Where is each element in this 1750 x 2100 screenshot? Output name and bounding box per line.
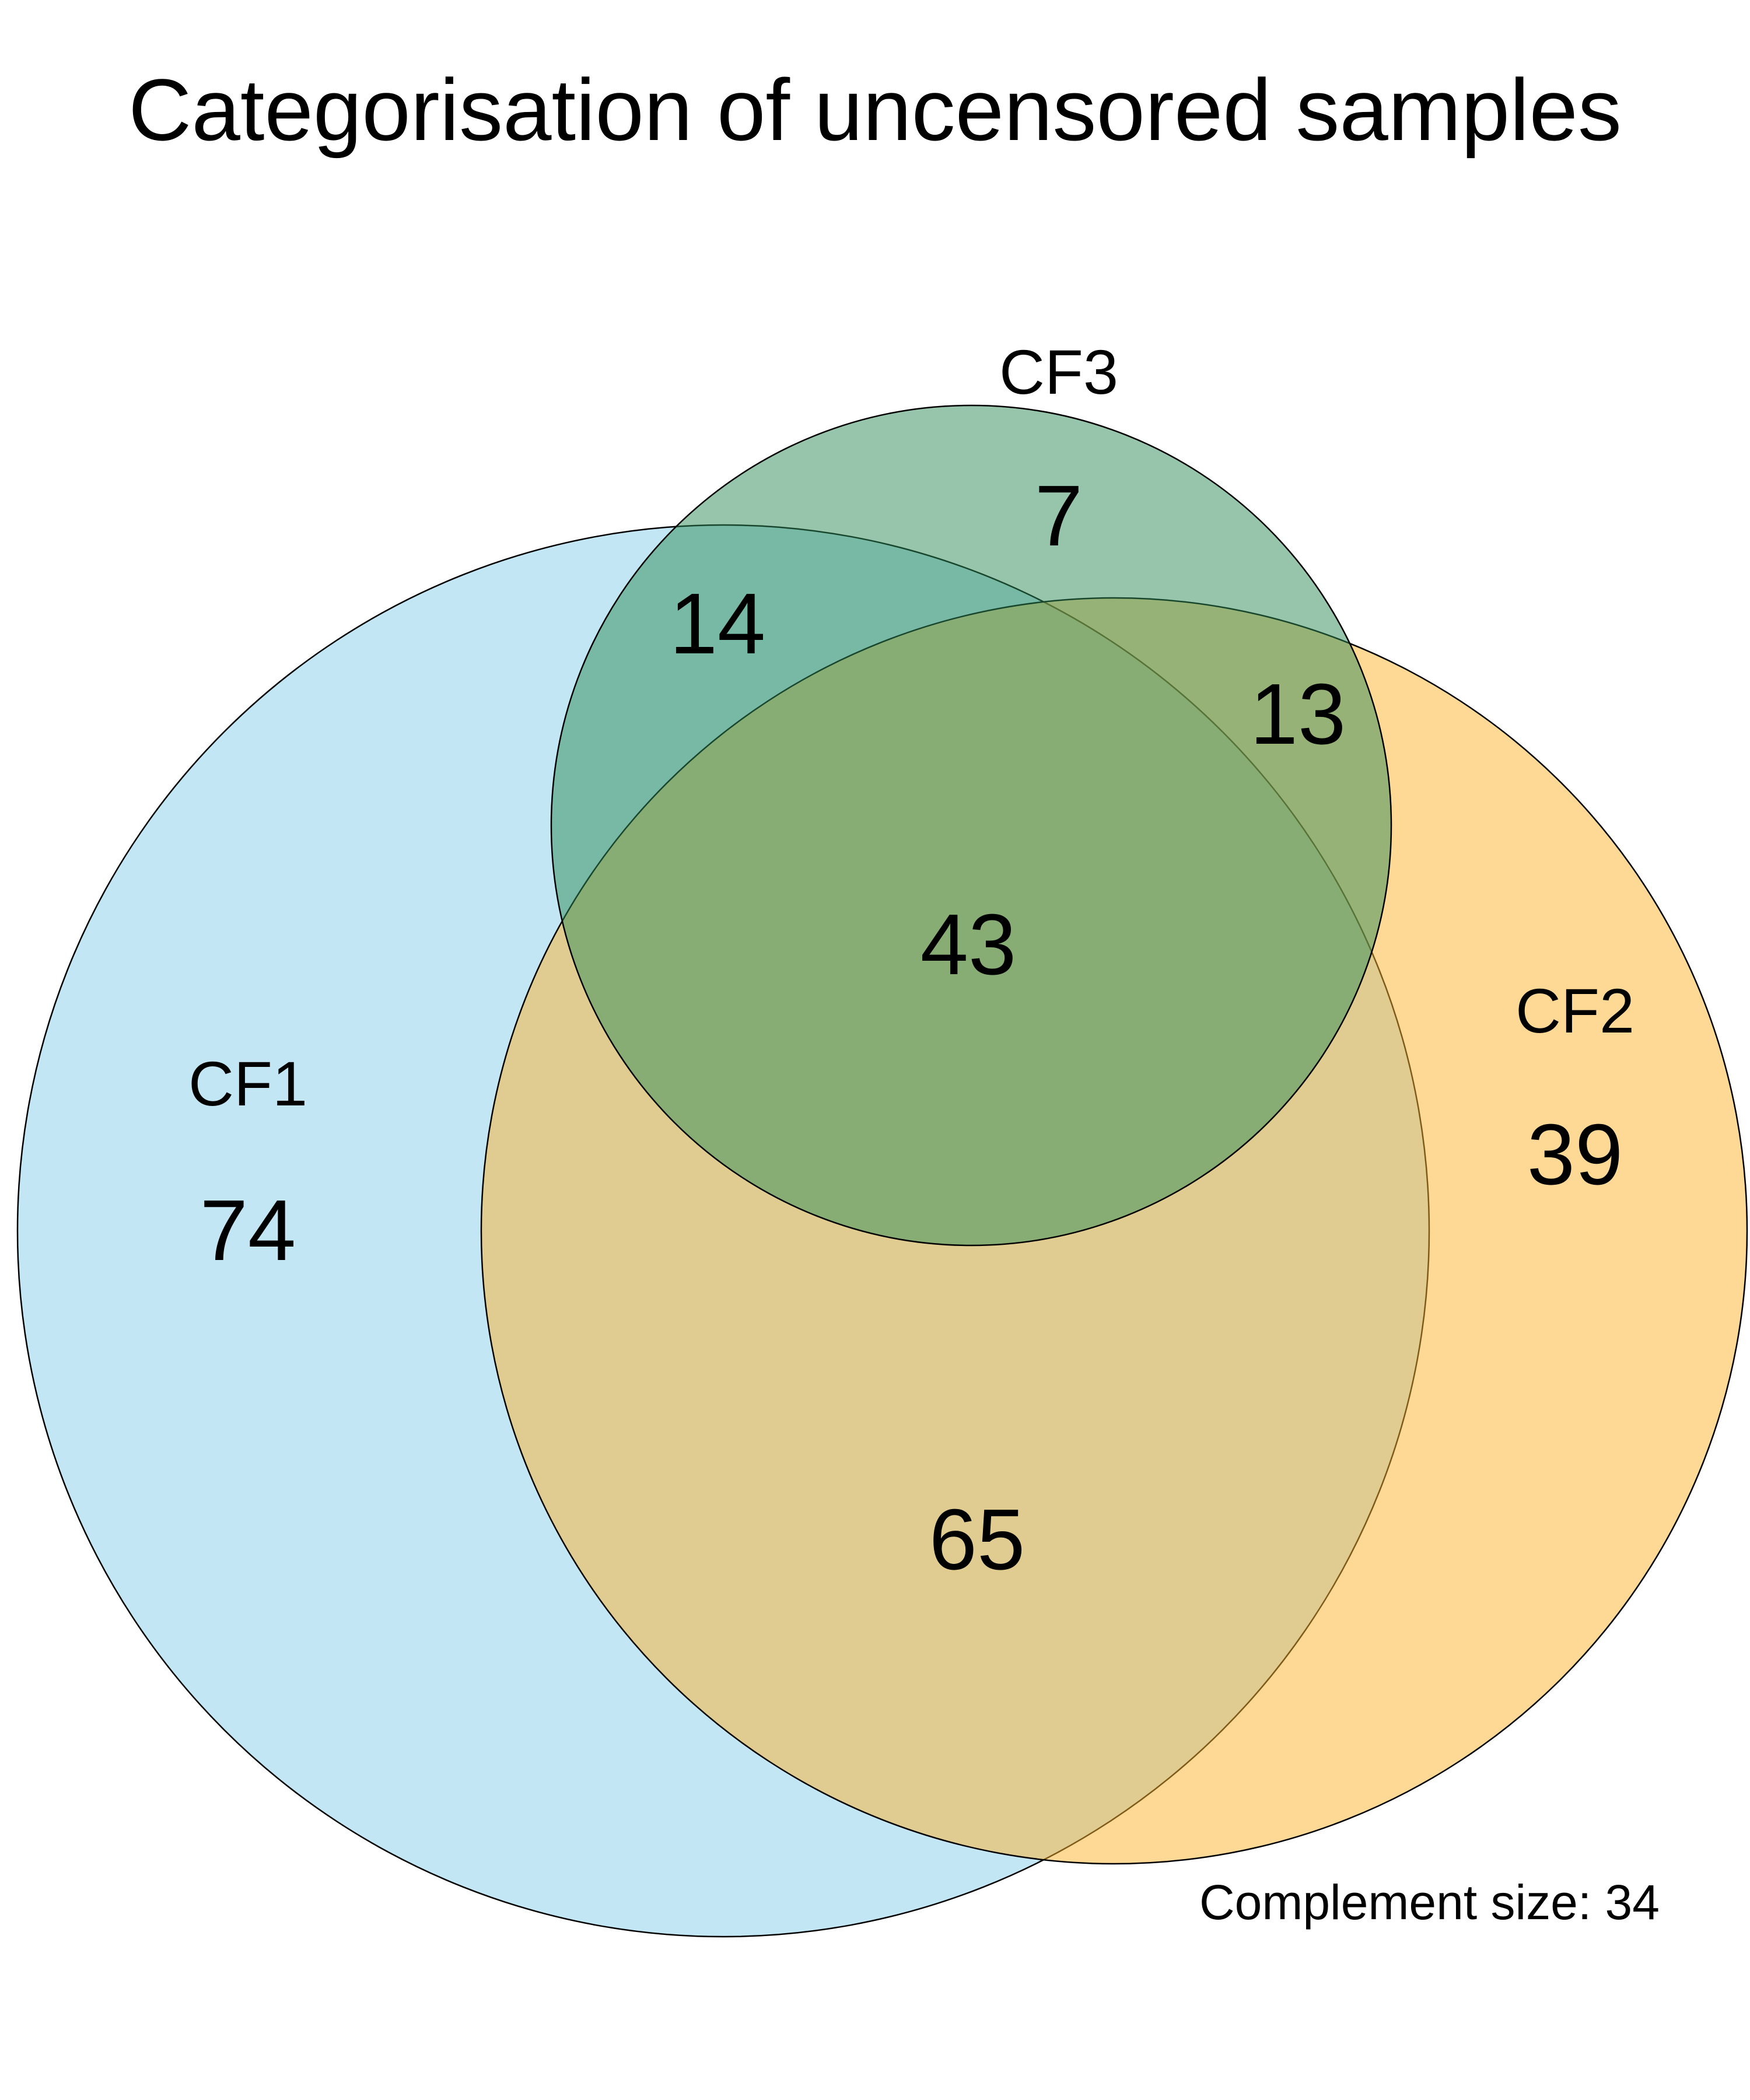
count-cf1-only: 74 bbox=[200, 1182, 296, 1279]
cf1-set-label: CF1 bbox=[188, 1048, 307, 1119]
count-cf1-cf3: 14 bbox=[670, 576, 766, 672]
count-cf2-cf3: 13 bbox=[1250, 666, 1346, 762]
chart-title: Categorisation of uncensored samples bbox=[128, 61, 1622, 159]
count-cf1-cf2-cf3: 43 bbox=[921, 897, 1017, 993]
cf3-circle bbox=[550, 404, 1392, 1247]
cf3-set-label: CF3 bbox=[999, 337, 1118, 407]
count-cf1-cf2: 65 bbox=[929, 1492, 1026, 1588]
count-cf3-only: 7 bbox=[1035, 468, 1083, 564]
cf2-set-label: CF2 bbox=[1516, 975, 1634, 1046]
complement-size-label: Complement size: 34 bbox=[1199, 1875, 1660, 1930]
count-cf2-only: 39 bbox=[1527, 1107, 1623, 1203]
